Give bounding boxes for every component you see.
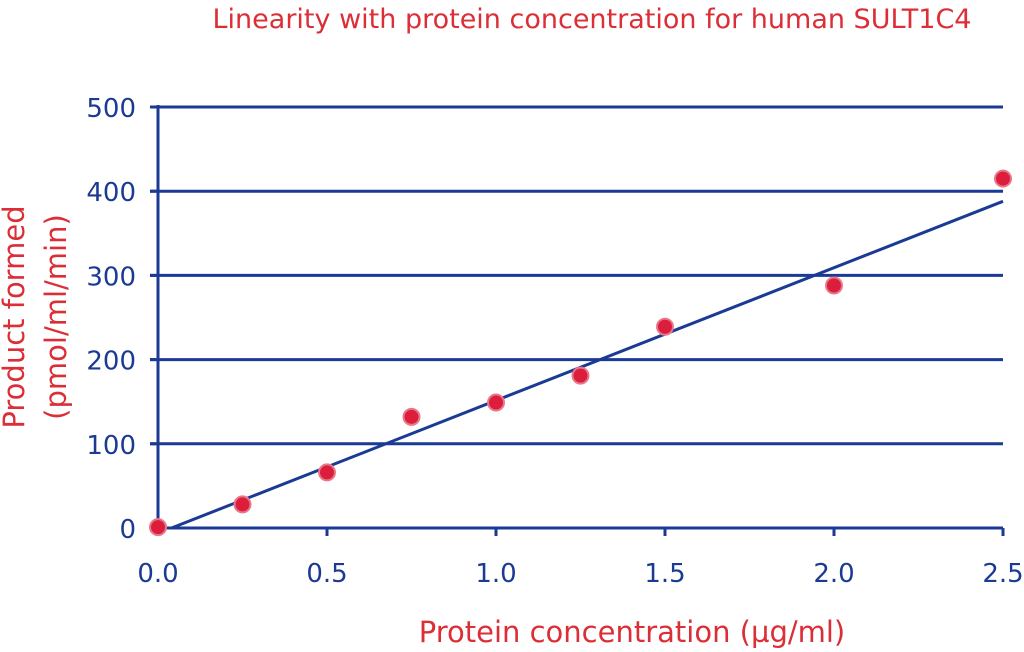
y-tick-0: 0: [119, 515, 136, 545]
x-tick-1.5: 1.5: [644, 559, 685, 589]
data-point: [149, 518, 167, 537]
data-point: [487, 393, 505, 412]
x-tick-0.0: 0.0: [137, 559, 178, 589]
x-axis-tick-labels: 0.0 0.5 1.0 1.5 2.0 2.5: [137, 528, 1024, 589]
y-tick-500: 500: [86, 94, 136, 124]
x-tick-0.5: 0.5: [306, 559, 347, 589]
chart-title: Linearity with protein concentration for…: [213, 4, 972, 35]
y-tick-300: 300: [86, 262, 136, 292]
data-point: [402, 407, 421, 426]
x-tick-1.0: 1.0: [475, 559, 516, 589]
data-point: [233, 495, 252, 514]
x-tick-2.5: 2.5: [982, 559, 1023, 589]
y-tick-200: 200: [86, 347, 136, 377]
trend-line: [170, 199, 1004, 530]
gridlines: [150, 105, 1003, 446]
y-axis-tick-labels: 0 100 200 300 400 500: [86, 94, 158, 545]
data-points: [149, 169, 1012, 537]
y-tick-100: 100: [86, 431, 136, 461]
data-point: [994, 169, 1012, 188]
x-axis-label: Protein concentration (µg/ml): [419, 615, 846, 649]
y-axis-label-line-2: (pmol/ml/min): [39, 214, 73, 420]
data-point: [825, 276, 843, 295]
data-point: [656, 317, 674, 336]
x-tick-2.0: 2.0: [813, 559, 854, 589]
data-point: [318, 463, 336, 482]
data-point: [571, 366, 590, 385]
y-axis-label-line-1: Product formed: [0, 205, 31, 428]
y-tick-400: 400: [86, 178, 136, 208]
